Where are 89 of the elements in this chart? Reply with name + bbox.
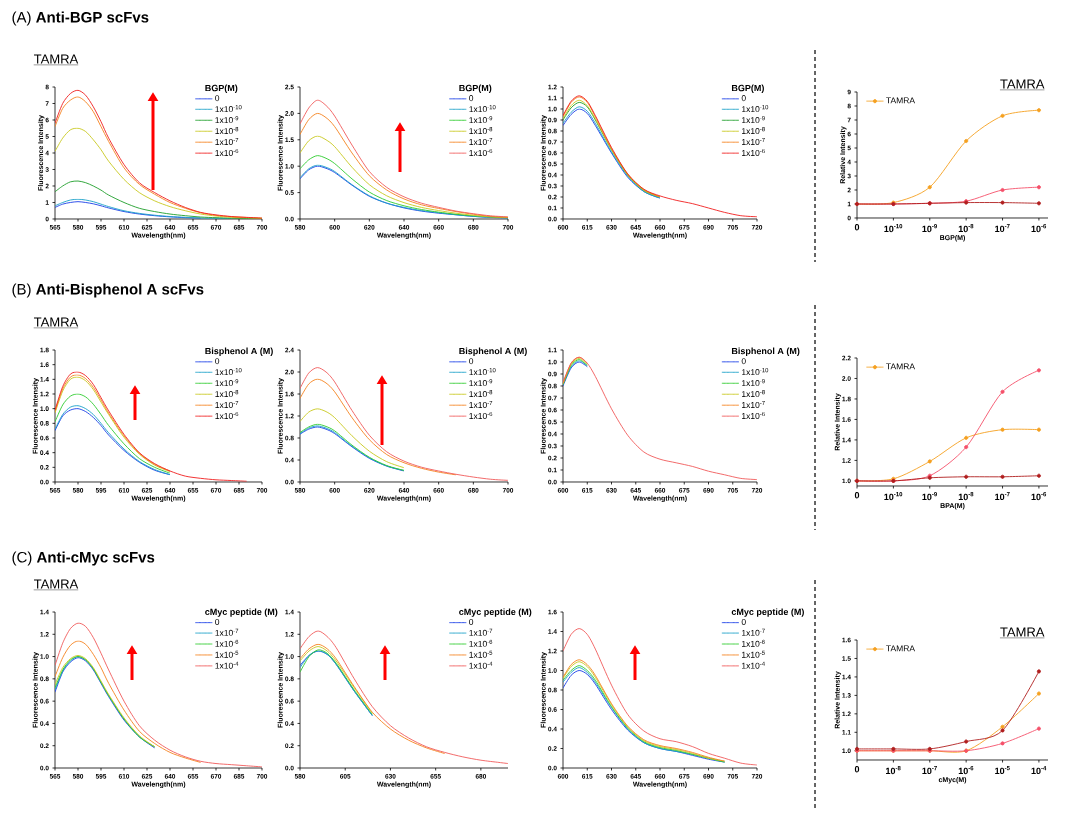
x-tick-label: 10$^{-8}$ xyxy=(958,224,974,233)
x-tick-label: 10$^{-7}$ xyxy=(995,492,1010,501)
legend-title: Bisphenol A (M) xyxy=(205,347,273,356)
x-tick-label: 10$^{-6}$ xyxy=(1031,224,1047,233)
x-tick-label: 10$^{-9}$ xyxy=(922,492,937,501)
legend-label: 1x10$^{-8}$ xyxy=(215,390,239,398)
x-tick-label: 0 xyxy=(854,224,860,231)
text: (C) Anti-cMyc scFvs xyxy=(12,551,155,566)
legend-title: BGP(M) xyxy=(459,84,492,93)
legend-title: cMyc peptide (M) xyxy=(731,608,804,617)
legend-title: Bisphenol A (M) xyxy=(459,347,527,356)
x-tick-label: 0 xyxy=(854,766,860,773)
legend-label: TAMRA xyxy=(886,645,916,652)
legend-label: 1x10$^{-10}$ xyxy=(215,105,242,113)
legend-label: 1x10$^{-8}$ xyxy=(742,390,765,398)
legend-title: Bisphenol A (M) xyxy=(731,347,800,356)
x-tick-label: 10$^{-4}$ xyxy=(1031,766,1047,775)
legend-label: 1x10$^{-5}$ xyxy=(469,650,493,658)
x-tick-label: 10$^{-7}$ xyxy=(995,224,1010,233)
x-tick-label: 10$^{-7}$ xyxy=(922,766,937,775)
legend-label: 1x10$^{-7}$ xyxy=(469,400,493,408)
legend-label: 1x10$^{-8}$ xyxy=(469,127,493,135)
legend-label: TAMRA xyxy=(886,363,916,370)
chart-title: TAMRA xyxy=(33,317,79,327)
x-tick-label: 10$^{-8}$ xyxy=(886,766,901,775)
x-tick-label: 10$^{-8}$ xyxy=(958,492,974,501)
legend-label: 1x10$^{-9}$ xyxy=(215,379,239,387)
legend-label: 1x10$^{-7}$ xyxy=(469,137,493,145)
legend-label: 1x10$^{-4}$ xyxy=(742,661,765,669)
legend-title: cMyc peptide (M) xyxy=(459,608,532,617)
x-tick-label: 10$^{-10}$ xyxy=(884,224,903,233)
x-tick-label: 10$^{-6}$ xyxy=(1031,492,1047,501)
x-tick-label: 10$^{-6}$ xyxy=(958,766,974,775)
legend-label: 1x10$^{-5}$ xyxy=(215,650,239,658)
legend-label: 1x10$^{-9}$ xyxy=(742,379,765,387)
chart-title: TAMRA xyxy=(1000,627,1045,637)
legend-label: 0 xyxy=(741,95,746,102)
legend-label: 1x10$^{-9}$ xyxy=(742,116,765,124)
legend-label: 1x10$^{-6}$ xyxy=(742,411,765,419)
legend-label: TAMRA xyxy=(886,97,916,104)
x-tick-label: 0 xyxy=(854,492,860,499)
legend-label: 0 xyxy=(215,618,220,625)
chart-title: TAMRA xyxy=(33,54,79,64)
legend-label: 1x10$^{-6}$ xyxy=(215,148,239,156)
legend-title: cMyc peptide (M) xyxy=(205,608,278,617)
legend-label: 1x10$^{-8}$ xyxy=(742,127,765,135)
text: (B) Anti-Bisphenol A scFvs xyxy=(12,283,204,298)
legend-label: 1x10$^{-6}$ xyxy=(215,639,239,647)
legend-label: 1x10$^{-10}$ xyxy=(469,105,496,113)
legend-label: 1x10$^{-10}$ xyxy=(215,368,242,376)
legend-label: 1x10$^{-7}$ xyxy=(469,628,493,636)
x-tick-label: 10$^{-9}$ xyxy=(922,224,937,233)
legend-label: 1x10$^{-6}$ xyxy=(469,639,493,647)
legend-label: 1x10$^{-6}$ xyxy=(469,411,493,419)
legend-label: 1x10$^{-5}$ xyxy=(742,650,765,658)
text: (A) Anti-BGP scFvs xyxy=(12,11,149,26)
x-tick-label: 10$^{-5}$ xyxy=(995,766,1010,775)
legend-label: 1x10$^{-6}$ xyxy=(742,148,765,156)
legend-label: 1x10$^{-7}$ xyxy=(742,137,765,145)
legend-label: 0 xyxy=(741,618,746,625)
legend-label: 1x10$^{-7}$ xyxy=(215,628,239,636)
legend-label: 1x10$^{-7}$ xyxy=(215,137,239,145)
legend-label: 1x10$^{-8}$ xyxy=(215,127,239,135)
legend-label: 1x10$^{-7}$ xyxy=(742,628,765,636)
legend-label: 1x10$^{-9}$ xyxy=(469,116,493,124)
legend-label: 1x10$^{-10}$ xyxy=(469,368,496,376)
legend-label: 1x10$^{-8}$ xyxy=(469,390,493,398)
legend-label: 0 xyxy=(469,358,474,365)
legend-label: 1x10$^{-10}$ xyxy=(742,368,769,376)
legend-label: 0 xyxy=(215,358,220,365)
legend-label: 1x10$^{-9}$ xyxy=(215,116,239,124)
legend-title: BGP(M) xyxy=(731,84,764,93)
legend-label: 0 xyxy=(469,618,474,625)
legend-label: 1x10$^{-10}$ xyxy=(742,105,769,113)
legend-label: 0 xyxy=(215,95,220,102)
x-tick-label: 10$^{-10}$ xyxy=(884,492,903,501)
legend-title: BGP(M) xyxy=(205,84,238,93)
legend-label: 1x10$^{-6}$ xyxy=(742,639,765,647)
legend-label: 1x10$^{-9}$ xyxy=(469,379,493,387)
chart-title: TAMRA xyxy=(1000,79,1045,89)
legend-label: 1x10$^{-7}$ xyxy=(215,400,239,408)
legend-label: 1x10$^{-7}$ xyxy=(742,400,765,408)
legend-label: 1x10$^{-4}$ xyxy=(215,661,239,669)
legend-label: 1x10$^{-6}$ xyxy=(469,148,493,156)
legend-label: 1x10$^{-6}$ xyxy=(215,411,239,419)
legend-label: 1x10$^{-4}$ xyxy=(469,661,493,669)
legend-label: 0 xyxy=(741,358,746,365)
legend-label: 0 xyxy=(469,95,474,102)
chart-title: TAMRA xyxy=(33,579,79,589)
